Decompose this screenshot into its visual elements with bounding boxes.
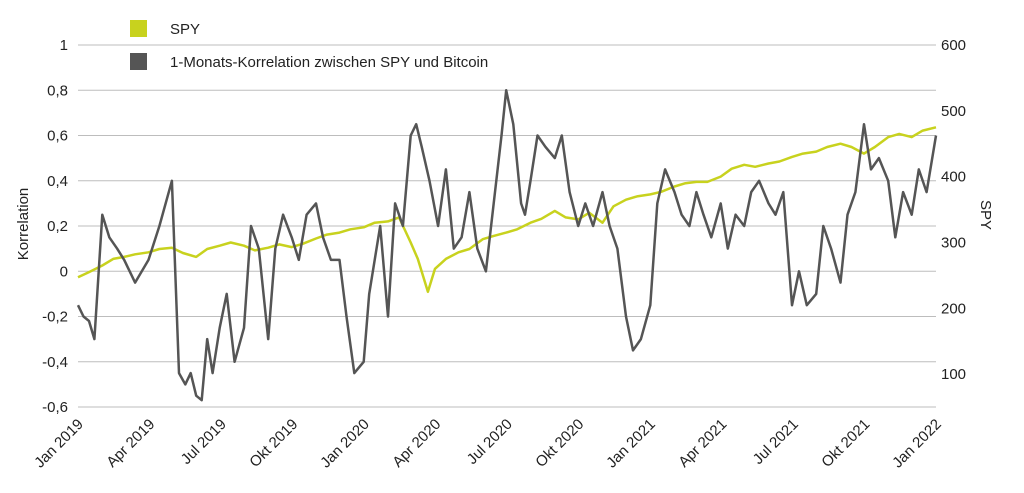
x-tick-label: Jan 2020 [317,416,373,472]
x-tick-label: Apr 2021 [675,416,730,471]
y-tick-label: 0,6 [47,128,68,145]
x-tick: Jan 2021 [603,416,659,472]
x-tick: Jan 2019 [31,416,87,472]
y2-axis-title: SPY [977,200,994,230]
x-tick: Apr 2019 [103,416,158,471]
series-line-spy [77,126,937,294]
x-tick-label: Jan 2019 [31,416,87,472]
x-tick-label: Jul 2020 [464,416,516,468]
legend: SPY 1-Monats-Korrelation zwischen SPY un… [130,20,488,71]
x-tick: Jan 2022 [889,416,945,472]
right-axis-ticks: 600 500 400 300 200 100 [941,37,966,383]
x-axis-ticks: Jan 2019 Apr 2019 Jul 2019 Okt 2019 Jan 2020… [31,416,945,472]
y2-tick-label: 400 [941,169,966,186]
y-tick-label: -0,2 [42,309,68,326]
y2-tick-label: 100 [941,366,966,383]
x-tick: Jul 2021 [750,416,802,468]
y2-tick-label: 300 [941,234,966,251]
y-tick-label: 0,4 [47,173,68,190]
x-tick-label: Okt 2019 [246,416,301,471]
legend-swatch-corr [130,53,147,70]
y-tick-label: 0 [60,263,68,280]
x-tick-label: Jan 2021 [603,416,659,472]
x-tick: Jul 2019 [178,416,230,468]
legend-swatch-spy [130,20,147,37]
left-axis-ticks: 1 0,8 0,6 0,4 0,2 0 -0,2 -0,4 -0,6 [42,37,68,416]
x-tick: Okt 2019 [246,416,301,471]
series-line-correlation [76,89,938,402]
y-axis-title: Korrelation [15,188,32,261]
x-tick: Okt 2020 [532,416,587,471]
y-tick-label: 0,8 [47,82,68,99]
x-tick-label: Apr 2019 [103,416,158,471]
legend-label-spy: SPY [170,21,200,38]
x-tick-label: Jan 2022 [889,416,945,472]
legend-label-corr: 1-Monats-Korrelation zwischen SPY und Bi… [170,54,488,71]
x-tick: Okt 2021 [818,416,873,471]
x-tick: Apr 2021 [675,416,730,471]
x-tick: Jan 2020 [317,416,373,472]
y-tick-label: 1 [60,37,68,54]
x-tick: Jul 2020 [464,416,516,468]
x-tick-label: Jul 2021 [750,416,802,468]
y-tick-label: -0,4 [42,354,68,371]
y2-tick-label: 500 [941,103,966,120]
x-tick-label: Okt 2020 [532,416,587,471]
x-tick-label: Jul 2019 [178,416,230,468]
y2-tick-label: 200 [941,300,966,317]
x-tick-label: Okt 2021 [818,416,873,471]
x-tick: Apr 2020 [389,416,444,471]
y-tick-label: 0,2 [47,218,68,235]
x-tick-label: Apr 2020 [389,416,444,471]
y2-tick-label: 600 [941,37,966,54]
series-layer [76,89,938,402]
y-tick-label: -0,6 [42,399,68,416]
